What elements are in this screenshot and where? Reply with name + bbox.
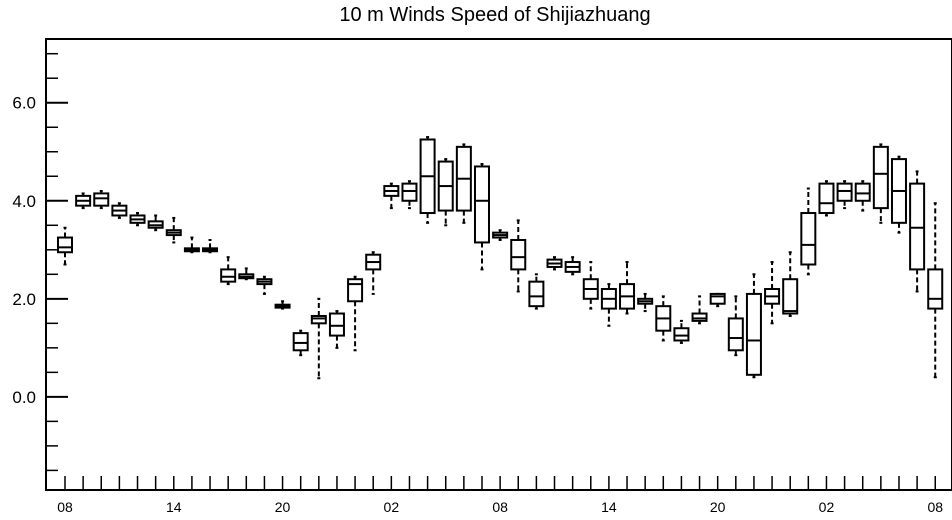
box-group xyxy=(691,295,708,325)
box-group xyxy=(75,192,92,210)
box-group xyxy=(347,275,364,352)
box-group xyxy=(709,292,726,308)
box-iqr xyxy=(872,145,889,210)
box-group xyxy=(492,229,509,241)
box-group xyxy=(365,251,382,295)
box-group xyxy=(745,273,762,379)
box-group xyxy=(455,143,472,224)
box-group xyxy=(673,319,690,344)
x-tick-label: 08 xyxy=(57,499,73,515)
box-iqr xyxy=(528,280,545,308)
box-group xyxy=(909,170,926,293)
box-group xyxy=(401,180,418,210)
x-tick-label: 08 xyxy=(927,499,943,515)
box-group xyxy=(93,189,110,210)
box-group xyxy=(818,180,835,217)
box-group xyxy=(582,261,599,310)
box-iqr xyxy=(854,182,871,202)
box-group xyxy=(129,212,146,227)
box-iqr xyxy=(310,314,327,325)
box-iqr xyxy=(727,317,744,352)
box-iqr xyxy=(927,268,944,310)
box-group xyxy=(528,273,545,310)
x-axis: 08 14 20 02 08 14 20 02 08 xyxy=(57,476,943,515)
box-group xyxy=(854,180,871,212)
box-iqr xyxy=(292,332,309,352)
box-group xyxy=(782,251,799,317)
box-series xyxy=(57,136,944,380)
box-group xyxy=(183,236,200,254)
box-group xyxy=(564,256,581,276)
box-group xyxy=(600,283,617,327)
box-iqr xyxy=(220,268,237,283)
box-group xyxy=(637,292,654,313)
box-iqr xyxy=(673,327,690,342)
box-group xyxy=(890,155,907,234)
box-group xyxy=(220,256,237,286)
x-tick-label: 14 xyxy=(601,499,617,515)
box-group xyxy=(764,261,781,325)
box-iqr xyxy=(328,312,345,337)
box-group xyxy=(165,216,182,244)
box-group xyxy=(510,219,527,293)
chart-title: 10 m Winds Speed of Shijiazhuang xyxy=(339,4,651,26)
box-iqr xyxy=(800,212,817,266)
box-group xyxy=(328,310,345,349)
box-iqr xyxy=(745,292,762,376)
x-tick-label: 08 xyxy=(492,499,508,515)
box-group xyxy=(619,261,636,315)
box-iqr xyxy=(93,192,110,207)
x-tick-label: 02 xyxy=(384,499,400,515)
box-group xyxy=(274,300,291,310)
y-tick-label: 2.0 xyxy=(12,290,36,309)
box-group xyxy=(800,187,817,276)
box-group xyxy=(383,182,400,210)
box-group xyxy=(238,267,255,281)
y-tick-label: 6.0 xyxy=(12,94,36,113)
box-iqr xyxy=(473,165,490,244)
box-iqr xyxy=(691,312,708,322)
box-group xyxy=(292,329,309,357)
box-iqr xyxy=(57,236,73,254)
box-iqr xyxy=(709,292,726,305)
box-group xyxy=(473,163,490,271)
box-group xyxy=(437,158,454,227)
y-minor-ticks xyxy=(46,52,58,472)
box-group xyxy=(256,275,273,295)
box-iqr xyxy=(836,182,853,202)
box-group xyxy=(202,238,219,254)
plot-frame xyxy=(45,38,952,491)
box-iqr xyxy=(782,278,799,315)
box-group xyxy=(927,202,944,379)
box-group xyxy=(546,256,563,271)
y-tick-label: 4.0 xyxy=(12,192,36,211)
box-group xyxy=(836,180,853,210)
box-iqr xyxy=(401,182,418,202)
box-group xyxy=(727,295,744,357)
x-tick-label: 20 xyxy=(275,499,291,515)
box-iqr xyxy=(818,182,835,215)
box-group xyxy=(111,202,128,219)
box-group xyxy=(147,214,164,232)
box-iqr xyxy=(909,182,926,271)
box-group xyxy=(419,136,436,224)
box-iqr xyxy=(510,238,527,271)
box-group xyxy=(310,297,327,380)
y-axis: 0.0 2.0 4.0 6.0 xyxy=(12,94,68,407)
box-iqr xyxy=(347,278,364,303)
box-group xyxy=(57,226,73,266)
box-group xyxy=(655,295,672,342)
x-tick-label: 14 xyxy=(166,499,182,515)
y-tick-label: 0.0 xyxy=(12,388,36,407)
box-group xyxy=(872,143,889,224)
x-tick-label: 02 xyxy=(819,499,835,515)
x-tick-label: 20 xyxy=(710,499,726,515)
